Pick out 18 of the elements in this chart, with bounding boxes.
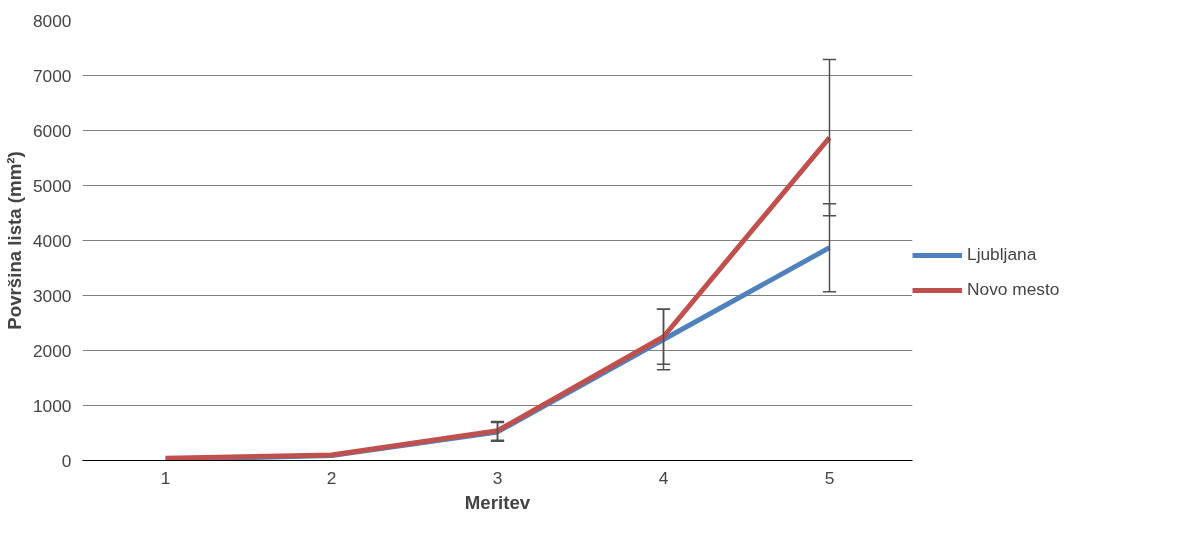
y-tick-label: 0 xyxy=(61,450,72,471)
y-tick-label: 3000 xyxy=(32,285,72,306)
y-tick-label: 8000 xyxy=(32,10,72,31)
x-tick-label: 5 xyxy=(824,467,835,488)
x-tick-label: 2 xyxy=(326,467,337,488)
y-tick-label: 6000 xyxy=(32,120,72,141)
y-tick-label: 7000 xyxy=(32,65,72,86)
x-tick-label: 1 xyxy=(160,467,171,488)
x-tick-label: 4 xyxy=(658,467,669,488)
legend-label: Ljubljana xyxy=(967,244,1037,265)
y-tick-label: 4000 xyxy=(32,230,72,251)
y-tick-label: 5000 xyxy=(32,175,72,196)
y-axis-title: Površina lista (mm²) xyxy=(3,151,25,330)
y-tick-label: 2000 xyxy=(32,340,72,361)
x-tick-label: 3 xyxy=(492,467,503,488)
y-tick-label: 1000 xyxy=(32,395,72,416)
x-axis-title: Meritev xyxy=(464,491,531,513)
legend-label: Novo mesto xyxy=(967,279,1060,300)
